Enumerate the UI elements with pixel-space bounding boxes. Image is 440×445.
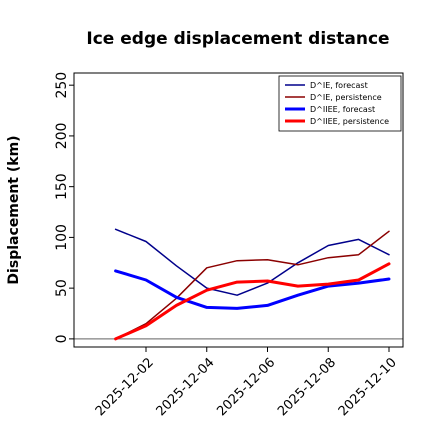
y-tick-label: 50 xyxy=(54,279,70,297)
y-tick-label: 250 xyxy=(54,72,70,99)
chart-title: Ice edge displacement distance xyxy=(86,29,389,49)
series-line-2 xyxy=(114,230,390,340)
legend-label: D^IE, forecast xyxy=(310,81,368,90)
legend-label: D^IIEE, forecast xyxy=(310,105,375,114)
y-axis-label: Displacement (km) xyxy=(6,135,22,284)
y-tick-label: 150 xyxy=(54,173,70,200)
y-tick-label: 100 xyxy=(54,224,70,251)
series-line-1 xyxy=(114,228,390,296)
legend-label: D^IIEE, persistence xyxy=(310,117,389,126)
y-tick-label: 200 xyxy=(54,123,70,150)
legend: D^IE, forecast D^IE, persistence D^IIEE, f… xyxy=(278,75,402,132)
legend-label: D^IE, persistence xyxy=(310,93,382,102)
series-line-4 xyxy=(114,262,391,341)
series-line-3 xyxy=(114,269,391,310)
y-tick-label: 0 xyxy=(54,334,70,343)
plot-area xyxy=(74,228,403,341)
plot-frame xyxy=(73,72,404,348)
